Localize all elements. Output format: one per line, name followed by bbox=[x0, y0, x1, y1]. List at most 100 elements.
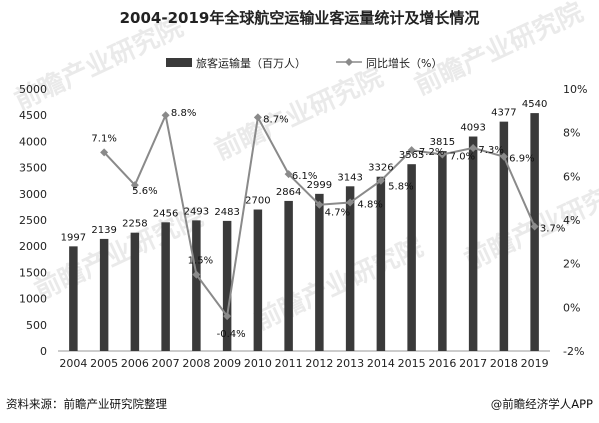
bar bbox=[438, 151, 447, 351]
growth-marker bbox=[100, 148, 109, 157]
growth-line bbox=[100, 111, 539, 321]
bar-value-label: 2999 bbox=[307, 180, 332, 191]
y-right-tick-label: 4% bbox=[563, 214, 580, 227]
legend: 旅客运输量（百万人） 同比增长（%） bbox=[166, 56, 442, 70]
growth-marker bbox=[346, 198, 355, 207]
y-left-tick-label: 3500 bbox=[19, 162, 47, 175]
bar-value-label: 2483 bbox=[214, 207, 239, 218]
bar-value-label: 3815 bbox=[430, 137, 455, 148]
bar-value-label: 2493 bbox=[184, 206, 209, 217]
bar bbox=[130, 232, 140, 351]
growth-value-label: 8.8% bbox=[171, 108, 196, 119]
bar-value-label: 3565 bbox=[399, 150, 424, 161]
growth-marker bbox=[469, 143, 478, 152]
y-left-tick-label: 4000 bbox=[19, 135, 47, 148]
x-tick-label: 2018 bbox=[490, 357, 518, 370]
growth-value-label: 6.1% bbox=[292, 171, 317, 182]
y-right-tick-label: 2% bbox=[563, 258, 580, 271]
y-left-tick-label: 1000 bbox=[19, 293, 47, 306]
bar-value-label: 2700 bbox=[245, 196, 270, 207]
growth-value-label: 7.2% bbox=[419, 147, 444, 158]
bar bbox=[345, 186, 355, 351]
growth-value-label: 7.3% bbox=[478, 145, 503, 156]
bar bbox=[407, 164, 416, 351]
growth-value-label: 8.7% bbox=[263, 114, 288, 125]
x-tick-label: 2019 bbox=[521, 357, 549, 370]
growth-value-label: 1.5% bbox=[188, 256, 213, 267]
x-tick-label: 2008 bbox=[182, 357, 210, 370]
axes: 0 500 1000 1500 2000 2500 3000 3500 4000 4500 5000… bbox=[19, 83, 587, 370]
y-right-tick-label: 8% bbox=[563, 127, 580, 140]
legend-line-label: 同比增长（%） bbox=[366, 56, 442, 70]
bar-value-label: 2864 bbox=[276, 187, 301, 198]
growth-marker bbox=[284, 170, 293, 179]
chart-title: 2004-2019年全球航空运输业客运量统计及增长情况 bbox=[120, 9, 480, 27]
bar bbox=[376, 176, 386, 351]
bar-value-label: 3326 bbox=[368, 163, 393, 174]
y-left-tick-label: 4500 bbox=[19, 109, 47, 122]
watermark-text: 前瞻产业研究院 bbox=[250, 231, 428, 336]
x-tick-label: 2006 bbox=[121, 357, 149, 370]
bar bbox=[161, 222, 170, 351]
growth-value-label: 4.8% bbox=[357, 200, 382, 211]
bar bbox=[99, 238, 109, 351]
growth-value-label: 4.7% bbox=[325, 208, 350, 219]
growth-marker bbox=[438, 150, 447, 159]
legend-bar-swatch bbox=[166, 58, 192, 67]
x-tick-label: 2015 bbox=[398, 357, 426, 370]
growth-value-label: 3.7% bbox=[540, 224, 565, 235]
growth-marker bbox=[130, 181, 139, 190]
bar bbox=[499, 121, 509, 351]
growth-marker bbox=[315, 200, 324, 209]
y-right-tick-label: 6% bbox=[563, 170, 580, 183]
growth-marker bbox=[161, 111, 170, 120]
growth-marker bbox=[192, 270, 201, 279]
watermark-text: 前瞻产业研究院 bbox=[10, 11, 188, 116]
y-right-tick-label: 0% bbox=[563, 301, 580, 314]
x-tick-label: 2014 bbox=[367, 357, 395, 370]
bar-value-label: 1997 bbox=[61, 232, 86, 243]
bar-value-label: 2139 bbox=[91, 225, 116, 236]
bar bbox=[468, 136, 478, 351]
x-tick-label: 2017 bbox=[459, 357, 487, 370]
bar bbox=[222, 220, 232, 351]
source-note: 资料来源：前瞻产业研究院整理 bbox=[6, 397, 167, 411]
watermark-text: 前瞻产业研究院 bbox=[210, 61, 388, 166]
x-tick-label: 2007 bbox=[152, 357, 180, 370]
x-tick-label: 2010 bbox=[244, 357, 272, 370]
growth-marker bbox=[253, 113, 262, 122]
growth-value-label: 5.6% bbox=[132, 186, 157, 197]
bar-value-label: 4093 bbox=[460, 123, 485, 134]
bar-value-label: 3143 bbox=[337, 172, 362, 183]
x-tick-label: 2011 bbox=[275, 357, 303, 370]
x-tick-label: 2016 bbox=[428, 357, 456, 370]
bar bbox=[315, 193, 324, 351]
y-left-tick-label: 2000 bbox=[19, 240, 47, 253]
growth-marker bbox=[530, 222, 539, 231]
x-tick-label: 2009 bbox=[213, 357, 241, 370]
y-left-tick-label: 2500 bbox=[19, 214, 47, 227]
bar bbox=[253, 209, 263, 351]
growth-value-label: 5.8% bbox=[388, 182, 413, 193]
bar bbox=[69, 246, 78, 351]
legend-bar-label: 旅客运输量（百万人） bbox=[196, 56, 306, 70]
bars bbox=[69, 113, 539, 351]
growth-marker bbox=[376, 176, 385, 185]
growth-value-label: 7.0% bbox=[450, 152, 475, 163]
y-left-tick-label: 1500 bbox=[19, 266, 47, 279]
growth-value-label: 6.9% bbox=[509, 154, 534, 165]
data-labels: 1997 2139 2258 2456 2493 2483 2700 2864 2999 3143… bbox=[61, 99, 566, 340]
growth-marker bbox=[499, 152, 508, 161]
bar bbox=[284, 200, 293, 351]
y-right-tick-label: -2% bbox=[563, 345, 584, 358]
brand-credit: @前瞻经济学人APP bbox=[491, 397, 593, 411]
growth-value-label: -0.4% bbox=[217, 329, 246, 340]
bar-value-label: 2258 bbox=[122, 219, 147, 230]
bar bbox=[530, 113, 539, 351]
x-tick-label: 2012 bbox=[305, 357, 333, 370]
y-right-tick-label: 10% bbox=[563, 83, 587, 96]
y-left-tick-label: 3000 bbox=[19, 188, 47, 201]
growth-value-label: 7.1% bbox=[91, 133, 116, 144]
